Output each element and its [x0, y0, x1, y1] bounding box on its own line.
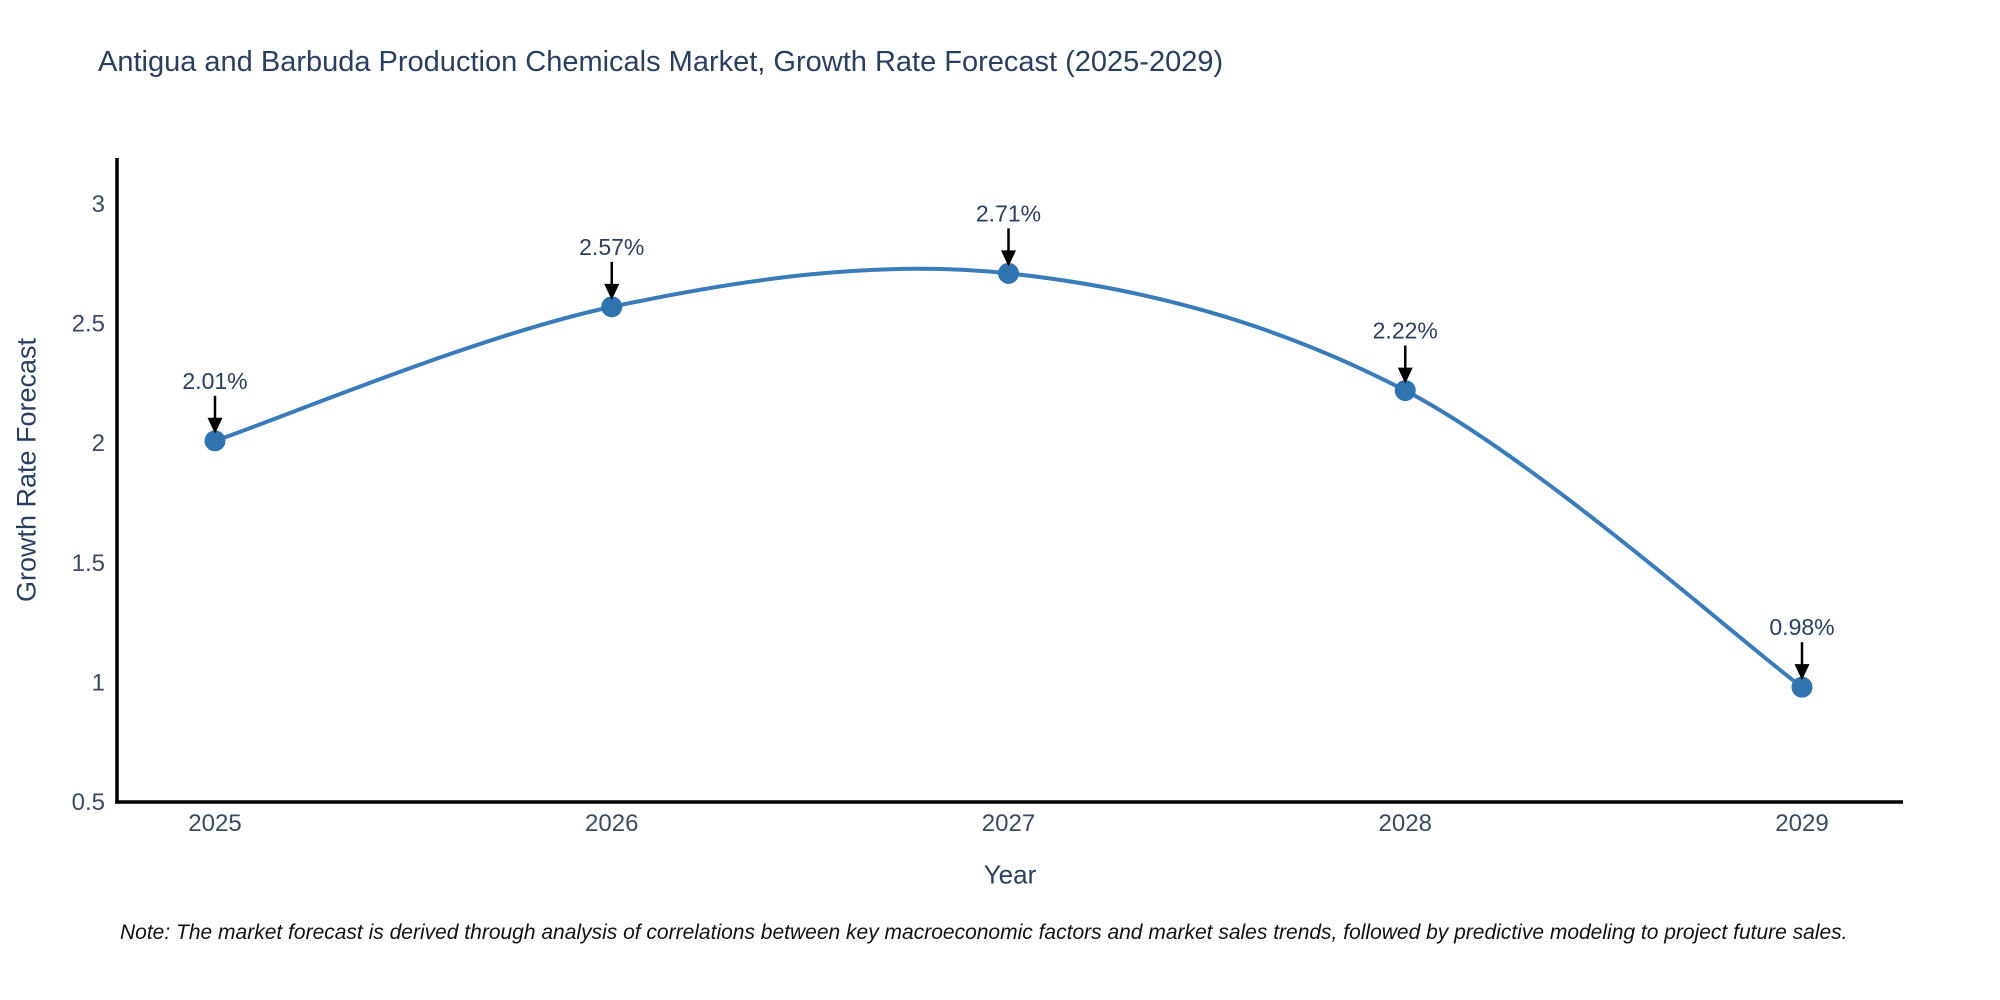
- data-point-label: 2.01%: [182, 368, 247, 394]
- data-point-marker: [204, 430, 226, 452]
- data-point-marker: [1791, 676, 1813, 698]
- footnote: Note: The market forecast is derived thr…: [120, 921, 1848, 944]
- chart-title: Antigua and Barbuda Production Chemicals…: [98, 46, 1224, 78]
- y-tick-label: 1.5: [72, 550, 105, 577]
- x-axis-title: Year: [983, 859, 1037, 890]
- annotation-arrowhead: [604, 283, 620, 300]
- data-point-marker: [601, 296, 623, 318]
- data-point-label: 2.57%: [579, 234, 644, 260]
- data-point-label: 0.98%: [1769, 614, 1834, 640]
- y-tick-label: 1: [92, 669, 105, 696]
- annotation-arrowhead: [1397, 367, 1413, 384]
- data-point-label: 2.22%: [1373, 318, 1438, 344]
- y-tick-label: 2: [92, 430, 105, 457]
- data-point-marker: [998, 262, 1019, 284]
- y-axis-title: Growth Rate Forecast: [11, 337, 42, 603]
- x-tick-label: 2026: [585, 810, 638, 837]
- x-tick-label: 2028: [1379, 810, 1432, 837]
- x-tick-label: 2029: [1775, 810, 1828, 837]
- annotation-arrowhead: [1794, 664, 1810, 681]
- data-point-marker: [1394, 380, 1416, 402]
- x-tick-label: 2025: [188, 810, 241, 837]
- y-tick-label: 3: [92, 191, 105, 218]
- annotation-arrowhead: [1001, 250, 1016, 267]
- y-tick-label: 2.5: [72, 311, 105, 338]
- x-tick-label: 2027: [982, 810, 1035, 837]
- annotation-arrowhead: [207, 417, 223, 434]
- forecast-line: [213, 266, 1804, 690]
- y-tick-label: 0.5: [72, 789, 105, 816]
- data-point-label: 2.71%: [976, 200, 1041, 226]
